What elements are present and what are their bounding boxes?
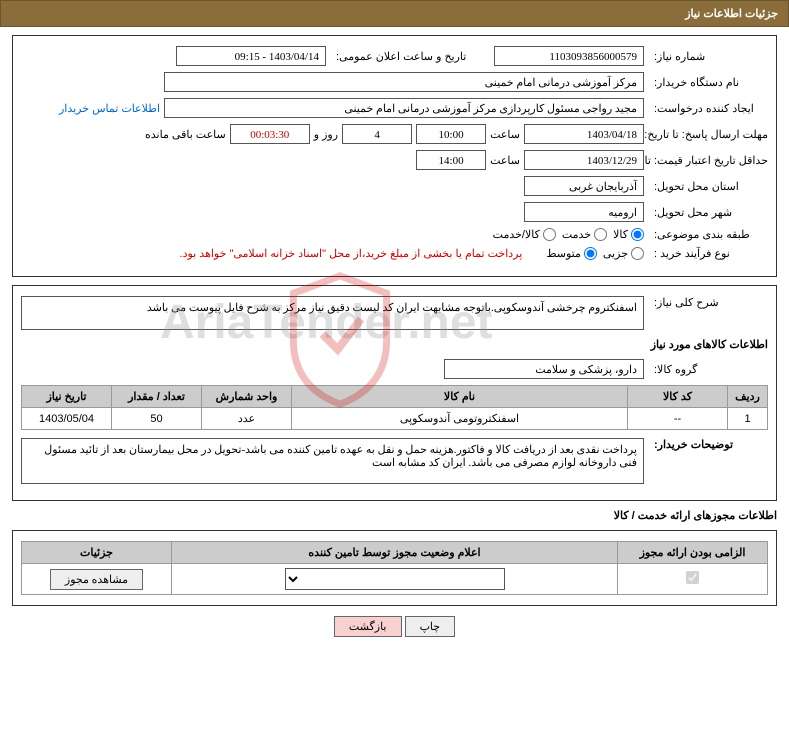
cat-service-radio[interactable] (594, 228, 607, 241)
days-field: 4 (342, 124, 412, 144)
cat-service-label: خدمت (562, 228, 591, 241)
info-section: شماره نیاز: 1103093856000579 تاریخ و ساع… (12, 35, 777, 277)
th-status: اعلام وضعیت مجوز توسط تامین کننده (172, 542, 618, 564)
purchase-type-radio-group: جزیی متوسط (546, 247, 644, 260)
cat-both-label: کالا/خدمت (493, 228, 540, 241)
buyer-notes-textarea[interactable] (21, 438, 644, 484)
requester-field: مجید رواجی مسئول کارپردازی مرکز آموزشی د… (164, 98, 644, 118)
buyer-notes-label: توضیحات خریدار: (648, 438, 768, 451)
cell-qty: 50 (112, 408, 202, 430)
pt-medium-radio[interactable] (584, 247, 597, 260)
back-button[interactable]: بازگشت (334, 616, 402, 637)
view-license-button[interactable]: مشاهده مجوز (50, 569, 143, 590)
goods-table: ردیف کد کالا نام کالا واحد شمارش تعداد /… (21, 385, 768, 430)
license-section-title: اطلاعات مجوزهای ارائه خدمت / کالا (12, 509, 777, 522)
table-row: 1 -- اسفنکتروتومی آندوسکوپی عدد 50 1403/… (22, 408, 768, 430)
license-row: مشاهده مجوز (22, 564, 768, 595)
city-field: ارومیه (524, 202, 644, 222)
cell-date: 1403/05/04 (22, 408, 112, 430)
license-table: الزامی بودن ارائه مجوز اعلام وضعیت مجوز … (21, 541, 768, 595)
cat-goods-label: کالا (613, 228, 628, 241)
th-name: نام کالا (292, 386, 628, 408)
city-label: شهر محل تحویل: (648, 206, 768, 219)
time-label-1: ساعت (490, 128, 520, 141)
status-select[interactable] (285, 568, 505, 590)
print-button[interactable]: چاپ (405, 616, 456, 637)
mandatory-checkbox (686, 571, 699, 584)
page-title: جزئیات اطلاعات نیاز (685, 8, 778, 20)
pt-medium-label: متوسط (546, 247, 581, 260)
footer-buttons: چاپ بازگشت (0, 616, 789, 637)
deadline-label: مهلت ارسال پاسخ: تا تاریخ: (648, 128, 768, 141)
deadline-time-field: 10:00 (416, 124, 486, 144)
buyer-label: نام دستگاه خریدار: (648, 76, 768, 89)
category-radio-group: کالا خدمت کالا/خدمت (493, 228, 644, 241)
contact-link[interactable]: اطلاعات تماس خریدار (59, 102, 160, 115)
goods-section-title: اطلاعات کالاهای مورد نیاز (21, 338, 768, 351)
province-label: استان محل تحویل: (648, 180, 768, 193)
validity-time-field: 14:00 (416, 150, 486, 170)
cell-row: 1 (728, 408, 768, 430)
need-no-label: شماره نیاز: (648, 50, 768, 63)
th-date: تاریخ نیاز (22, 386, 112, 408)
validity-label: حداقل تاریخ اعتبار قیمت: تا تاریخ: (648, 154, 768, 167)
validity-date-field: 1403/12/29 (524, 150, 644, 170)
pt-partial-radio[interactable] (631, 247, 644, 260)
purchase-type-label: نوع فرآیند خرید : (648, 247, 768, 260)
group-label: گروه کالا: (648, 363, 768, 376)
page-header: جزئیات اطلاعات نیاز (0, 0, 789, 27)
th-code: کد کالا (628, 386, 728, 408)
cell-code: -- (628, 408, 728, 430)
announce-field: 1403/04/14 - 09:15 (176, 46, 326, 66)
countdown-field: 00:03:30 (230, 124, 310, 144)
desc-section: شرح کلی نیاز: اطلاعات کالاهای مورد نیاز … (12, 285, 777, 501)
need-no-field: 1103093856000579 (494, 46, 644, 66)
province-field: آذربایجان غربی (524, 176, 644, 196)
group-field: دارو، پزشکی و سلامت (444, 359, 644, 379)
th-details: جزئیات (22, 542, 172, 564)
cell-unit: عدد (202, 408, 292, 430)
cell-name: اسفنکتروتومی آندوسکوپی (292, 408, 628, 430)
buyer-field: مرکز آموزشی درمانی امام خمینی (164, 72, 644, 92)
deadline-date-field: 1403/04/18 (524, 124, 644, 144)
th-unit: واحد شمارش (202, 386, 292, 408)
th-qty: تعداد / مقدار (112, 386, 202, 408)
license-section: الزامی بودن ارائه مجوز اعلام وضعیت مجوز … (12, 530, 777, 606)
announce-label: تاریخ و ساعت اعلان عمومی: (330, 50, 490, 63)
remaining-label: ساعت باقی مانده (145, 128, 226, 141)
requester-label: ایجاد کننده درخواست: (648, 102, 768, 115)
desc-title-label: شرح کلی نیاز: (648, 296, 768, 309)
time-label-2: ساعت (490, 154, 520, 167)
desc-textarea[interactable] (21, 296, 644, 330)
category-label: طبقه بندی موضوعی: (648, 228, 768, 241)
th-row: ردیف (728, 386, 768, 408)
cat-goods-radio[interactable] (631, 228, 644, 241)
pt-partial-label: جزیی (603, 247, 628, 260)
days-and-label: روز و (314, 128, 338, 141)
payment-note: پرداخت تمام یا بخشی از مبلغ خرید،از محل … (180, 247, 523, 260)
cat-both-radio[interactable] (543, 228, 556, 241)
th-mandatory: الزامی بودن ارائه مجوز (618, 542, 768, 564)
